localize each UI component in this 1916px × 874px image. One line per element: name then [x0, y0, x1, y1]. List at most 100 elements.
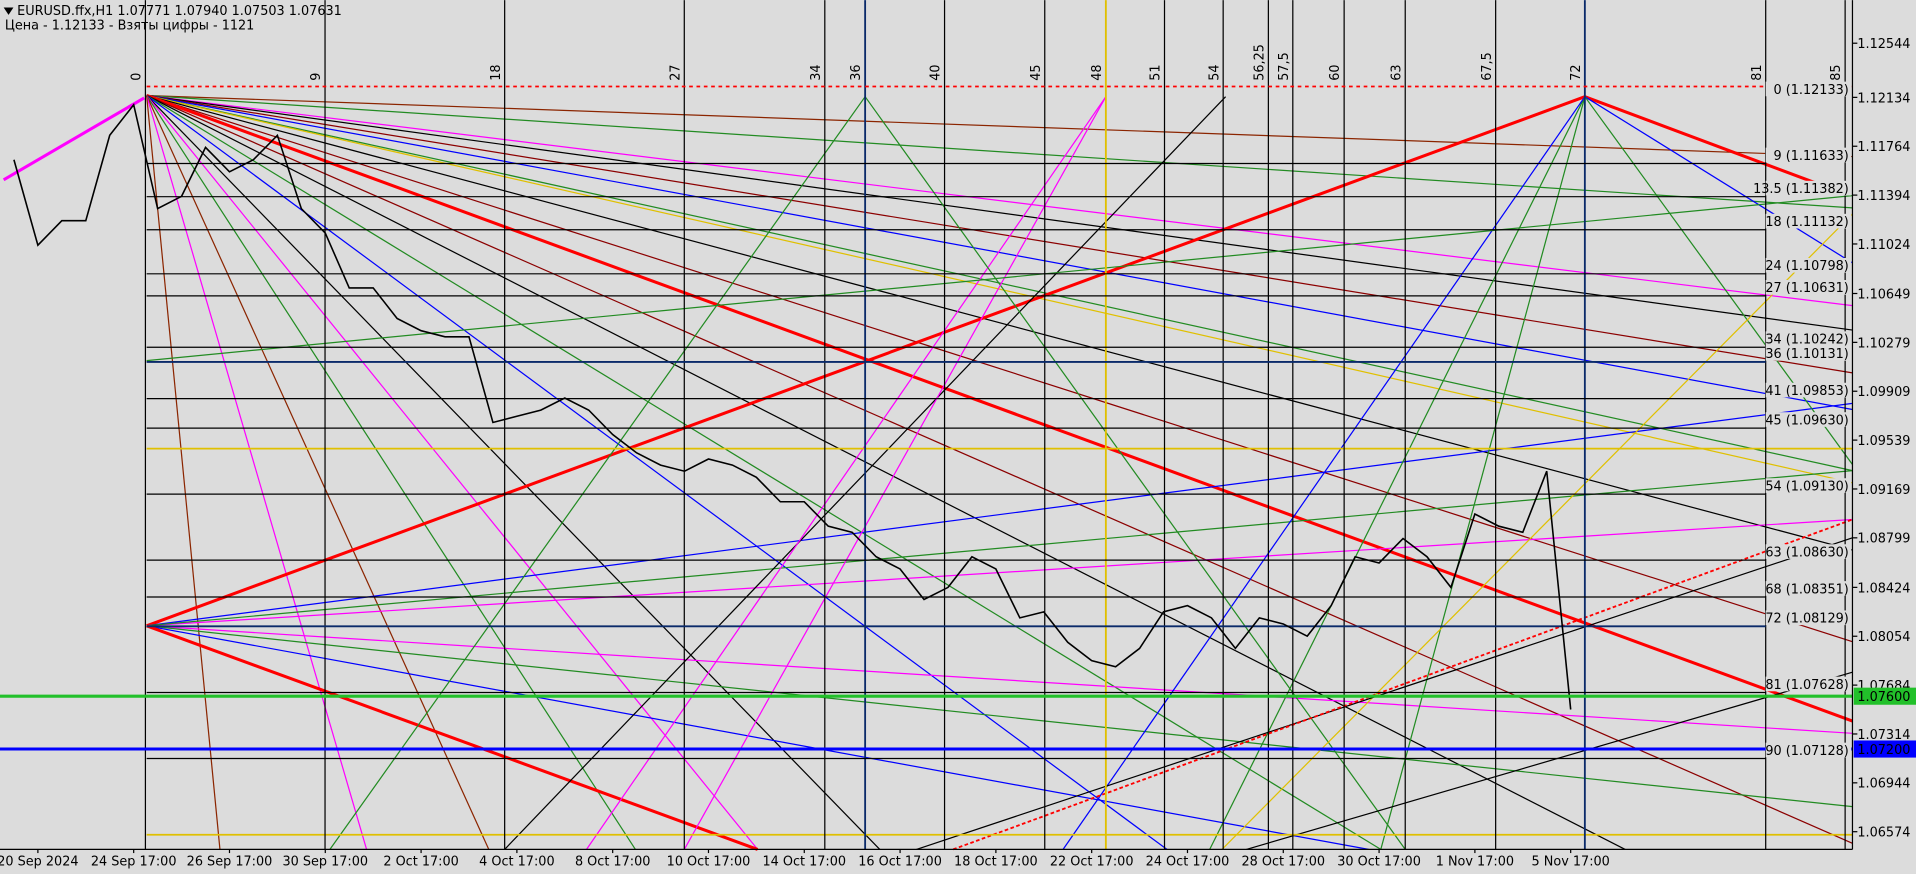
gann-line [146, 94, 1853, 643]
gann-line [146, 624, 759, 851]
gann-line [146, 625, 1853, 808]
level-label: 27 (1.10631) [1765, 281, 1848, 296]
level-label: 0 (1.12133) [1773, 83, 1848, 98]
time-level-label: 51 [1149, 64, 1164, 80]
time-level-label: 27 [668, 64, 683, 80]
gann-line [146, 94, 1853, 374]
time-level-label: 34 [809, 64, 824, 80]
x-tick-label: 10 Oct 17:00 [667, 854, 751, 869]
price-tag [1853, 687, 1916, 705]
level-label-bg [1765, 213, 1852, 229]
time-level-label: 9 [309, 73, 324, 81]
price-tag [1853, 740, 1916, 758]
y-tick-label: 1.12544 [1857, 37, 1910, 52]
y-tick-label: 1.08799 [1857, 532, 1910, 547]
level-label-bg [1765, 544, 1852, 559]
gann-line [146, 95, 759, 850]
gann-line [146, 94, 1382, 850]
time-level-label: 60 [1328, 64, 1343, 80]
gann-line [146, 94, 1853, 551]
gann-drawings [2, 94, 1853, 851]
gann-line [683, 96, 1107, 850]
level-label-bg [1765, 742, 1852, 758]
y-tick-label: 1.07314 [1857, 728, 1910, 743]
x-tick-label: 8 Oct 17:00 [575, 854, 650, 869]
level-label-bg [1765, 610, 1852, 626]
x-tick-label: 30 Sep 17:00 [282, 854, 368, 869]
level-label-bg [1765, 147, 1852, 163]
gann-line [146, 518, 1853, 627]
gann-line [2, 96, 145, 182]
time-level-label: 36 [849, 64, 864, 80]
time-level-label: 40 [929, 64, 944, 80]
time-level-label: 57,5 [1277, 52, 1292, 81]
gann-line [1584, 95, 1818, 185]
price-line [13, 102, 1572, 710]
gann-line [952, 518, 1853, 851]
level-label: 36 (1.10131) [1765, 347, 1848, 362]
level-label-bg [1765, 412, 1852, 427]
level-label-bg [1765, 581, 1852, 596]
level-label: 34 (1.10242) [1765, 333, 1848, 348]
level-label-bg [1765, 346, 1852, 361]
y-tick-label: 1.11764 [1857, 140, 1910, 155]
gann-line [146, 94, 1168, 850]
level-label-bg [1765, 180, 1852, 196]
gann-line [146, 94, 1853, 844]
level-label-bg [1765, 676, 1852, 692]
y-tick-label: 1.08054 [1857, 630, 1910, 645]
level-label: 54 (1.09130) [1765, 479, 1848, 494]
gann-line [1246, 671, 1853, 850]
gann-line [146, 94, 1853, 411]
y-tick-label: 1.10649 [1857, 287, 1910, 302]
gann-line [1221, 213, 1853, 850]
level-label: 41 (1.09853) [1765, 384, 1848, 399]
time-level-label: 54 [1207, 64, 1222, 80]
gann-line [916, 537, 1853, 850]
level-label: 90 (1.07128) [1765, 744, 1848, 759]
y-tick-label: 1.11394 [1857, 189, 1910, 204]
time-level-label: 72 [1569, 64, 1584, 80]
x-tick-label: 1 Nov 17:00 [1436, 854, 1514, 869]
price-tag-label: 1.07600 [1857, 690, 1910, 705]
gann-line [1584, 96, 1853, 264]
x-tick-label: 4 Oct 17:00 [479, 854, 554, 869]
level-label: 24 (1.10798) [1765, 259, 1848, 274]
gann-line [1209, 96, 1586, 850]
x-tick-label: 26 Sep 17:00 [187, 854, 273, 869]
level-label-bg [1765, 382, 1852, 398]
gann-line [146, 94, 1853, 331]
level-label-bg [1765, 257, 1852, 273]
x-tick-label: 18 Oct 17:00 [954, 854, 1038, 869]
y-tick-label: 1.12134 [1857, 91, 1910, 106]
time-level-label: 45 [1029, 64, 1044, 80]
x-tick-label: 2 Oct 17:00 [383, 854, 458, 869]
level-label: 72 (1.08129) [1765, 612, 1848, 627]
level-label: 81 (1.07628) [1765, 678, 1848, 693]
time-level-label: 18 [489, 64, 504, 80]
time-level-label: 63 [1389, 64, 1404, 80]
x-tick-label: 30 Oct 17:00 [1337, 854, 1421, 869]
gann-line [1062, 96, 1586, 850]
level-label: 9 (1.11633) [1773, 149, 1848, 164]
gann-line [1380, 96, 1586, 850]
gann-line [146, 94, 1853, 158]
level-label-bg [1765, 478, 1852, 493]
level-label: 63 (1.08630) [1765, 545, 1848, 560]
gann-line [146, 95, 636, 850]
gann-line [586, 96, 1107, 850]
x-tick-label: 20 Sep 2024 [0, 854, 79, 869]
y-tick-label: 1.09909 [1857, 385, 1910, 400]
gann-line [146, 94, 1853, 484]
gann-line [146, 94, 1853, 307]
level-label: 13.5 (1.11382) [1753, 182, 1849, 197]
y-tick-label: 1.10279 [1857, 336, 1910, 351]
price-tag-label: 1.07200 [1857, 743, 1910, 758]
y-tick-label: 1.06944 [1857, 777, 1910, 792]
gann-line [146, 95, 221, 850]
gann-line [146, 469, 1853, 627]
x-tick-label: 5 Nov 17:00 [1532, 854, 1610, 869]
